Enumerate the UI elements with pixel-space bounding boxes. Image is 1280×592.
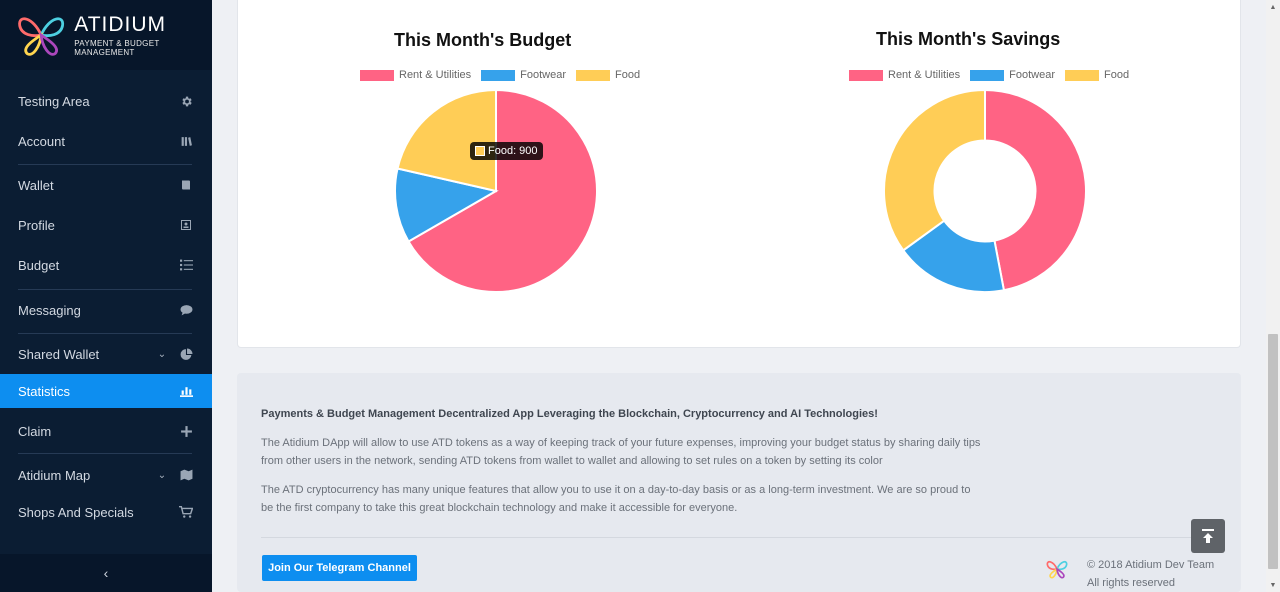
legend-item[interactable]: Rent & Utilities — [849, 69, 960, 81]
book-icon — [179, 178, 193, 192]
sidebar-item-label: Profile — [18, 217, 55, 233]
slice-footwear[interactable] — [394, 167, 499, 243]
tooltip-text: Food: 900 — [488, 145, 538, 157]
collapse-sidebar-button[interactable]: ‹ — [0, 554, 212, 592]
chevron-down-icon: ⌄ — [157, 348, 167, 360]
sidebar-item-label: Statistics — [18, 383, 71, 399]
sidebar-item-wallet[interactable]: Wallet — [0, 168, 212, 202]
sidebar-item-label: Claim — [18, 423, 52, 439]
legend-label: Footwear — [1009, 69, 1055, 81]
slice-rent-utilities[interactable] — [984, 88, 1087, 292]
list-icon — [179, 258, 193, 272]
library-icon — [179, 134, 193, 148]
footer-paragraph-1: The Atidium DApp will allow to use ATD t… — [261, 437, 981, 467]
legend-swatch — [360, 69, 394, 81]
chart-tooltip: Food: 900 — [470, 142, 543, 160]
sidebar-item-account[interactable]: Account — [0, 124, 212, 158]
id-card-icon — [179, 218, 193, 232]
legend-swatch — [481, 69, 516, 81]
sidebar-item-messaging[interactable]: Messaging — [0, 293, 212, 327]
copyright-line-2: All rights reserved — [1087, 577, 1176, 589]
sidebar-item-shops-and-specials[interactable]: Shops And Specials — [0, 495, 212, 529]
brand-tagline: PAYMENT & BUDGET MANAGEMENT — [74, 39, 160, 57]
scroll-down-arrow-icon[interactable]: ▼ — [1269, 581, 1277, 589]
gear-icon — [179, 94, 193, 108]
budget-chart-legend: Rent & Utilities Footwear Food — [360, 69, 650, 81]
scroll-to-top-button[interactable] — [1191, 519, 1225, 553]
cart-icon — [179, 505, 193, 519]
sidebar-item-label: Account — [18, 133, 65, 149]
legend-item[interactable]: Footwear — [970, 69, 1055, 81]
sidebar-item-label: Atidium Map — [18, 467, 91, 483]
sidebar-item-budget[interactable]: Budget — [0, 248, 212, 282]
page-scrollbar[interactable]: ▲ ▼ — [1266, 0, 1280, 592]
legend-item[interactable]: Footwear — [481, 69, 566, 81]
sidebar-item-label: Messaging — [18, 302, 81, 318]
legend-label: Rent & Utilities — [888, 69, 961, 81]
sidebar: ATIDIUM PAYMENT & BUDGET MANAGEMENT Test… — [0, 0, 212, 592]
footer: Payments & Budget Management Decentraliz… — [237, 373, 1241, 592]
chevron-down-icon: ⌄ — [157, 469, 167, 481]
sidebar-item-shared-wallet[interactable]: Shared Wallet ⌄ — [0, 337, 212, 371]
sidebar-item-claim[interactable]: Claim — [0, 414, 212, 448]
legend-item[interactable]: Food — [1065, 69, 1129, 81]
sidebar-item-profile[interactable]: Profile — [0, 208, 212, 242]
sidebar-item-label: Wallet — [18, 177, 54, 193]
sidebar-item-label: Testing Area — [18, 93, 90, 109]
scroll-thumb[interactable] — [1268, 334, 1278, 569]
map-icon — [179, 468, 193, 482]
sidebar-item-label: Shared Wallet — [18, 346, 100, 362]
legend-label: Food — [1104, 69, 1130, 81]
divider — [18, 289, 192, 290]
divider — [18, 453, 192, 454]
slice-food[interactable] — [883, 88, 986, 252]
chevron-left-icon: ‹ — [103, 565, 109, 581]
charts-card: This Month's Budget Rent & Utilities Foo… — [237, 0, 1241, 348]
legend-label: Rent & Utilities — [399, 69, 472, 81]
divider — [261, 537, 1217, 538]
sidebar-item-statistics[interactable]: Statistics — [0, 374, 212, 408]
join-telegram-button[interactable]: Join Our Telegram Channel — [262, 555, 417, 581]
chat-icon — [179, 303, 193, 317]
savings-doughnut-chart[interactable] — [882, 88, 1088, 294]
sidebar-item-atidium-map[interactable]: Atidium Map ⌄ — [0, 458, 212, 492]
legend-label: Food — [615, 69, 641, 81]
brand-name: ATIDIUM — [74, 13, 167, 36]
butterfly-logo-icon — [18, 17, 64, 56]
legend-swatch — [849, 69, 883, 81]
footer-paragraph-2: The ATD cryptocurrency has many unique f… — [261, 484, 971, 514]
legend-swatch — [1065, 69, 1099, 81]
divider — [18, 333, 192, 334]
pie-chart-icon — [179, 347, 193, 361]
legend-item[interactable]: Rent & Utilities — [360, 69, 471, 81]
legend-swatch — [576, 69, 610, 81]
copyright-line-1: © 2018 Atidium Dev Team — [1087, 559, 1215, 571]
legend-label: Footwear — [520, 69, 566, 81]
tooltip-swatch — [475, 146, 485, 156]
footer-heading: Payments & Budget Management Decentraliz… — [261, 408, 878, 420]
savings-chart-title: This Month's Savings — [876, 29, 1061, 49]
sidebar-item-testing-area[interactable]: Testing Area — [0, 84, 212, 118]
divider — [18, 164, 192, 165]
budget-pie-chart[interactable] — [393, 88, 599, 294]
arrow-up-to-line-icon — [1202, 529, 1214, 543]
brand[interactable]: ATIDIUM PAYMENT & BUDGET MANAGEMENT — [0, 0, 212, 70]
copyright: © 2018 Atidium Dev Team All rights reser… — [1087, 556, 1214, 592]
sidebar-item-label: Shops And Specials — [18, 504, 134, 520]
slice-food[interactable] — [396, 88, 497, 193]
slice-rent-utilities[interactable] — [407, 88, 598, 293]
legend-swatch — [970, 69, 1005, 81]
legend-item[interactable]: Food — [576, 69, 640, 81]
butterfly-logo-icon — [1046, 560, 1068, 579]
budget-chart-title: This Month's Budget — [394, 30, 572, 50]
plus-icon — [179, 424, 193, 438]
scroll-up-arrow-icon[interactable]: ▲ — [1269, 3, 1277, 11]
savings-chart-legend: Rent & Utilities Footwear Food — [849, 69, 1139, 81]
bar-chart-icon — [179, 384, 193, 398]
sidebar-item-label: Budget — [18, 257, 60, 273]
